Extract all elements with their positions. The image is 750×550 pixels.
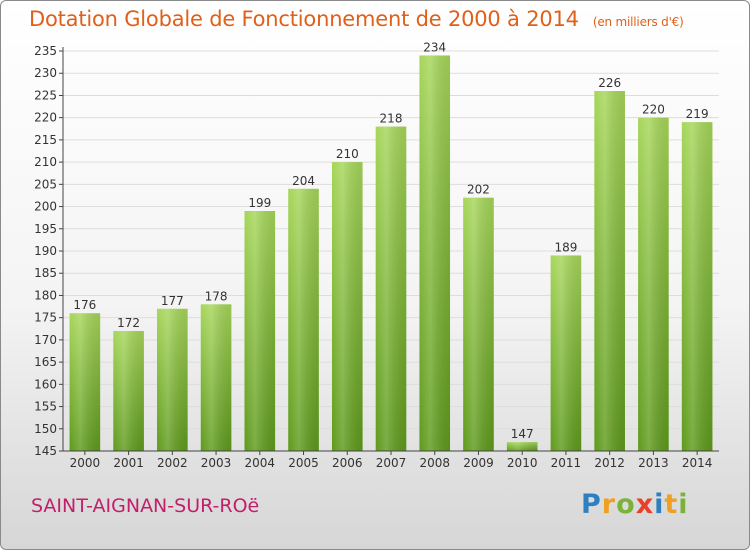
logo-letter: i [654, 489, 665, 520]
y-tick-label: 195 [34, 222, 57, 236]
logo-letter: i [678, 489, 689, 520]
x-tick-label: 2013 [638, 456, 669, 470]
y-tick-label: 215 [34, 133, 57, 147]
data-labels: 176 172 177 178 199 204 210 218 234 202 147 189 226 2… [73, 40, 708, 441]
bars [69, 55, 713, 452]
x-tick-label: 2010 [507, 456, 538, 470]
y-tick-label: 160 [34, 377, 57, 391]
chart-subtitle: (en milliers d'€) [592, 15, 684, 29]
bar-value-label: 234 [423, 40, 446, 54]
y-tick-label: 165 [34, 355, 57, 369]
logo-letter: r [601, 489, 617, 520]
x-tick-label: 2004 [245, 456, 276, 470]
bar-shine [288, 188, 319, 451]
y-tick-label: 180 [34, 288, 57, 302]
y-tick-label: 210 [34, 155, 57, 169]
logo-letter: x [635, 489, 655, 520]
y-tick-label: 220 [34, 111, 57, 125]
y-tick-label: 150 [34, 422, 57, 436]
logo-letter: t [664, 489, 679, 520]
x-tick-label: 2001 [113, 456, 144, 470]
y-tick-label: 225 [34, 88, 57, 102]
bar-value-label: 204 [292, 174, 315, 188]
y-tick-label: 145 [34, 444, 57, 458]
x-tick-label: 2011 [551, 456, 582, 470]
bar-value-label: 177 [161, 294, 184, 308]
y-tick-label: 175 [34, 311, 57, 325]
x-tick-label: 2014 [682, 456, 713, 470]
x-tick-label: 2008 [419, 456, 450, 470]
x-tick-label: 2003 [201, 456, 232, 470]
x-tick-label: 2002 [157, 456, 188, 470]
bar-value-label: 199 [248, 196, 271, 210]
bar-value-label: 218 [380, 112, 403, 126]
bar-shine [419, 55, 451, 451]
logo-letter: o [616, 489, 636, 520]
proxiti-logo: Proxiti [581, 489, 689, 520]
axes: 145 150 155 160 165 170 175 180 185 190 195 200 205 2… [34, 44, 719, 470]
bar-shine [113, 331, 144, 451]
y-tick-label: 230 [34, 66, 57, 80]
bar-shine [69, 313, 101, 451]
x-tick-label: 2005 [288, 456, 319, 470]
bar-value-label: 226 [598, 76, 621, 90]
y-tick-label: 200 [34, 200, 57, 214]
chart-title: Dotation Globale de Fonctionnement de 20… [29, 7, 684, 31]
x-tick-label: 2006 [332, 456, 363, 470]
bar-shine [594, 91, 625, 451]
y-tick-label: 155 [34, 400, 57, 414]
bar-value-label: 172 [117, 316, 140, 330]
bar-shine [244, 211, 276, 451]
bar-shine [638, 117, 669, 452]
x-tick-label: 2012 [594, 456, 625, 470]
bar-shine [506, 442, 538, 451]
x-tick-label: 2007 [376, 456, 407, 470]
bar-shine [200, 304, 232, 451]
bar-shine [550, 255, 582, 451]
y-tick-label: 190 [34, 244, 57, 258]
y-tick-label: 235 [34, 44, 57, 58]
logo-letter: P [581, 489, 602, 520]
x-tick-label: 2009 [463, 456, 494, 470]
bar-value-label: 220 [642, 103, 665, 117]
commune-name: SAINT-AIGNAN-SUR-ROë [31, 495, 260, 517]
bar-shine [681, 122, 713, 451]
y-tick-label: 205 [34, 177, 57, 191]
bar-value-label: 178 [205, 289, 228, 303]
y-tick-label: 170 [34, 333, 57, 347]
bar-value-label: 202 [467, 183, 490, 197]
bar-value-label: 189 [554, 240, 577, 254]
bar-value-label: 176 [73, 298, 96, 312]
bar-value-label: 219 [686, 107, 709, 121]
bar-value-label: 210 [336, 147, 359, 161]
bar-shine [157, 308, 188, 451]
bar-value-label: 147 [511, 427, 534, 441]
bar-shine [331, 162, 363, 451]
y-tick-label: 185 [34, 266, 57, 280]
bar-shine [463, 197, 494, 451]
bar-shine [375, 126, 407, 452]
x-tick-label: 2000 [70, 456, 101, 470]
